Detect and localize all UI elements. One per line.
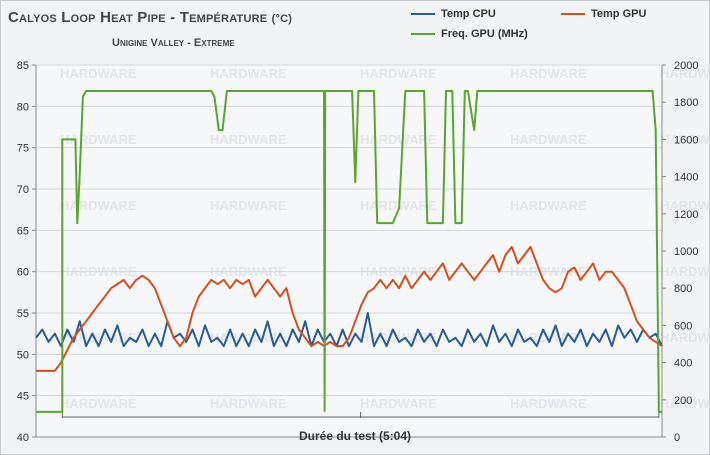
legend-label-temp-gpu: Temp GPU xyxy=(591,8,647,20)
y-tick-label-right: 400 xyxy=(674,358,692,370)
watermark-text: HARDWARE xyxy=(660,66,710,81)
plot-area xyxy=(36,65,662,437)
watermark-text: HARDWARE xyxy=(660,330,710,345)
legend-temp-gpu: Temp GPU xyxy=(561,8,646,20)
watermark-text: HARDWARE xyxy=(60,66,137,81)
series-freq-gpu-line xyxy=(36,90,662,413)
chart-title-text: Calyos Loop Heat Pipe - Température xyxy=(8,9,268,26)
watermark-text: HARDWARE xyxy=(60,132,137,147)
y-tick-label-left: 60 xyxy=(17,267,29,279)
chart-title-unit: (°C) xyxy=(271,13,293,25)
watermark-text: HARDWARE xyxy=(210,132,287,147)
y-tick-label-right: 1400 xyxy=(674,172,698,184)
watermark-text: HARDWARE xyxy=(660,132,710,147)
y-tick-label-left: 65 xyxy=(17,225,29,237)
y-tick-label-right: 200 xyxy=(674,395,692,407)
y-tick-label-right: 0 xyxy=(674,432,680,444)
y-tick-label-right: 800 xyxy=(674,283,692,295)
watermark-text: HARDWARE xyxy=(510,396,587,411)
y-tick-label-right: 600 xyxy=(674,320,692,332)
watermark-text: HARDWARE xyxy=(360,132,437,147)
y-tick-label-left: 80 xyxy=(17,101,29,113)
y-tick-label-right: 1800 xyxy=(674,97,698,109)
y-tick-label-right: 1000 xyxy=(674,246,698,258)
watermark-text: HARDWARE xyxy=(360,66,437,81)
watermark-text: HARDWARE xyxy=(60,198,137,213)
legend-label-temp-cpu: Temp CPU xyxy=(441,8,496,20)
y-tick-label-left: 40 xyxy=(17,432,29,444)
watermark-text: HARDWARE xyxy=(210,66,287,81)
y-tick-label-left: 45 xyxy=(17,391,29,403)
legend-temp-cpu: Temp CPU xyxy=(411,8,496,20)
y-tick-label-right: 1600 xyxy=(674,134,698,146)
watermark-text: HARDWARE xyxy=(510,66,587,81)
legend-swatch-freq-gpu xyxy=(411,33,435,36)
watermark-text: HARDWARE xyxy=(660,396,710,411)
legend-freq-gpu: Freq. GPU (MHz) xyxy=(411,28,528,40)
legend-swatch-temp-cpu xyxy=(411,13,435,16)
watermark-text: HARDWARE xyxy=(210,396,287,411)
legend-label-freq-gpu: Freq. GPU (MHz) xyxy=(441,28,528,40)
y-tick-label-left: 55 xyxy=(17,308,29,320)
y-tick-label-left: 75 xyxy=(17,143,29,155)
y-tick-label-left: 85 xyxy=(17,60,29,72)
legend-swatch-temp-gpu xyxy=(561,13,585,16)
x-axis-label: Durée du test (5:04) xyxy=(298,429,412,443)
y-tick-label-right: 1200 xyxy=(674,209,698,221)
chart-title: Calyos Loop Heat Pipe - Température (°C) xyxy=(8,9,292,26)
y-tick-label-left: 70 xyxy=(17,184,29,196)
watermark-text: HARDWARE xyxy=(660,264,710,279)
watermark-text: HARDWARE xyxy=(60,330,137,345)
watermark-text: HARDWARE xyxy=(210,198,287,213)
watermark-text: HARDWARE xyxy=(510,198,587,213)
y-tick-label-right: 2000 xyxy=(674,60,698,72)
series-temp-cpu-line xyxy=(35,312,663,348)
watermark-text: HARDWARE xyxy=(60,396,137,411)
y-tick-label-left: 50 xyxy=(17,349,29,361)
watermark-text: HARDWARE xyxy=(360,396,437,411)
chart-subtitle: Unigine Valley - Extreme xyxy=(112,37,235,49)
watermark-text: HARDWARE xyxy=(660,198,710,213)
series-temp-gpu-line xyxy=(36,245,663,372)
watermark-text: HARDWARE xyxy=(510,132,587,147)
